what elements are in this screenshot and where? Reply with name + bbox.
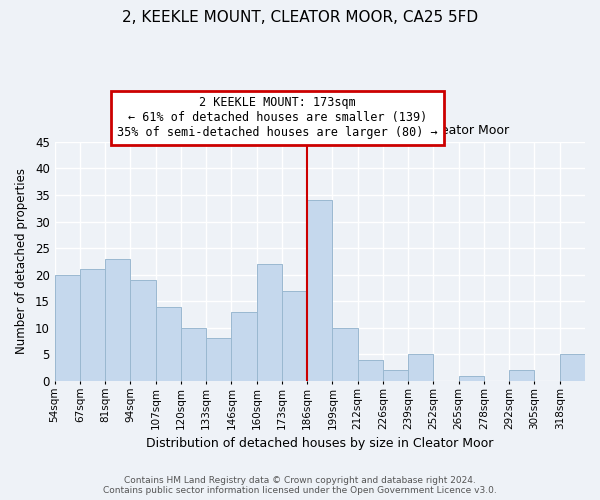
- Bar: [408, 354, 433, 381]
- Bar: [332, 328, 358, 381]
- Bar: [282, 290, 307, 381]
- Bar: [560, 354, 585, 381]
- Bar: [307, 200, 332, 381]
- Bar: [181, 328, 206, 381]
- Bar: [55, 274, 80, 381]
- Bar: [232, 312, 257, 381]
- Text: Contains HM Land Registry data © Crown copyright and database right 2024.
Contai: Contains HM Land Registry data © Crown c…: [103, 476, 497, 495]
- Bar: [257, 264, 282, 381]
- Bar: [509, 370, 535, 381]
- Bar: [206, 338, 232, 381]
- Y-axis label: Number of detached properties: Number of detached properties: [15, 168, 28, 354]
- Bar: [155, 306, 181, 381]
- Bar: [130, 280, 155, 381]
- X-axis label: Distribution of detached houses by size in Cleator Moor: Distribution of detached houses by size …: [146, 437, 494, 450]
- Bar: [383, 370, 408, 381]
- Text: 2 KEEKLE MOUNT: 173sqm
← 61% of detached houses are smaller (139)
35% of semi-de: 2 KEEKLE MOUNT: 173sqm ← 61% of detached…: [117, 96, 438, 140]
- Bar: [80, 270, 105, 381]
- Bar: [358, 360, 383, 381]
- Bar: [459, 376, 484, 381]
- Bar: [105, 259, 130, 381]
- Text: 2, KEEKLE MOUNT, CLEATOR MOOR, CA25 5FD: 2, KEEKLE MOUNT, CLEATOR MOOR, CA25 5FD: [122, 10, 478, 25]
- Title: Size of property relative to detached houses in Cleator Moor: Size of property relative to detached ho…: [131, 124, 509, 136]
